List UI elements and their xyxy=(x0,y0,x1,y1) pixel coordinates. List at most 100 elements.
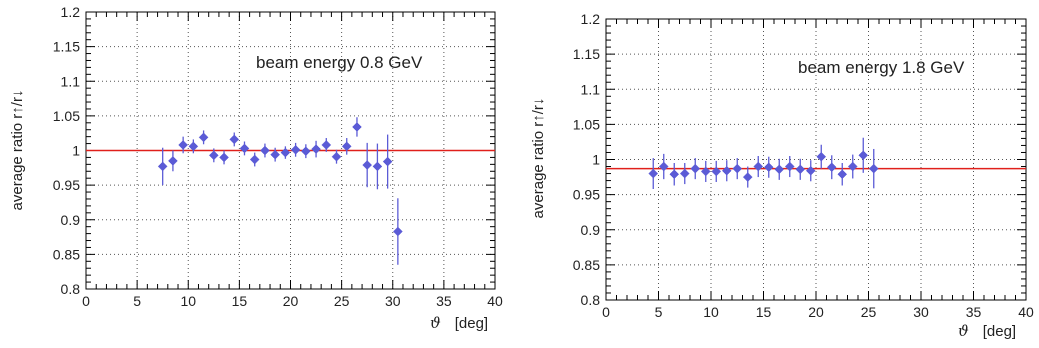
data-point xyxy=(774,158,785,180)
point-marker xyxy=(679,168,690,179)
data-point xyxy=(700,160,711,182)
data-point xyxy=(352,117,362,137)
point-marker xyxy=(711,166,722,177)
x-tick-label: 0 xyxy=(82,293,90,309)
y-axis-title: average ratio r↑/r↓ xyxy=(530,98,547,219)
point-marker xyxy=(157,161,168,172)
x-tick-label: 35 xyxy=(966,304,982,320)
data-point xyxy=(382,134,393,189)
point-marker xyxy=(168,156,178,166)
y-tick-label: 1.2 xyxy=(61,4,81,20)
data-point xyxy=(280,146,291,159)
x-tick-label: 20 xyxy=(283,293,299,309)
data-point xyxy=(208,148,219,163)
point-marker xyxy=(178,140,188,150)
point-marker xyxy=(270,149,281,160)
x-tick-label: 40 xyxy=(1018,304,1034,320)
point-marker xyxy=(658,161,669,172)
point-marker xyxy=(372,161,383,172)
point-marker xyxy=(382,156,393,167)
data-point xyxy=(341,138,352,155)
data-point xyxy=(311,140,321,158)
y-tick-label: 0.8 xyxy=(61,281,81,297)
data-point xyxy=(229,132,240,147)
point-marker xyxy=(198,132,209,143)
data-point xyxy=(732,158,743,180)
x-tick-label: 5 xyxy=(133,293,141,309)
data-point xyxy=(669,163,680,186)
data-point xyxy=(721,160,732,182)
data-point xyxy=(157,147,168,186)
x-tick-label: 0 xyxy=(602,304,610,320)
point-marker xyxy=(249,154,260,165)
point-marker xyxy=(393,226,403,237)
y-tick-label: 1 xyxy=(72,143,80,159)
point-marker xyxy=(341,141,352,152)
point-marker xyxy=(352,122,362,132)
point-marker xyxy=(208,150,219,161)
data-point xyxy=(858,137,869,173)
point-marker xyxy=(321,140,332,150)
point-marker xyxy=(331,151,342,162)
point-marker xyxy=(868,163,879,174)
point-marker xyxy=(847,161,858,172)
x-tick-label: 5 xyxy=(655,304,663,320)
x-tick-label: 10 xyxy=(703,304,719,320)
data-point xyxy=(188,139,199,154)
data-point xyxy=(219,150,229,165)
point-marker xyxy=(816,151,827,162)
y-tick-label: 1.05 xyxy=(573,116,600,132)
data-point xyxy=(763,156,774,178)
point-marker xyxy=(362,160,373,170)
y-tick-label: 0.95 xyxy=(573,187,600,203)
data-point xyxy=(362,142,373,188)
data-point xyxy=(795,158,806,180)
y-tick-label: 0.85 xyxy=(53,246,80,262)
beam-energy-annotation: beam energy 0.8 GeV xyxy=(256,53,423,72)
point-marker xyxy=(732,163,743,174)
y-tick-label: 1.1 xyxy=(61,73,81,89)
point-marker xyxy=(826,162,837,173)
x-axis-unit: [deg] xyxy=(455,315,488,332)
y-tick-label: 1.05 xyxy=(53,108,80,124)
point-marker xyxy=(763,162,774,173)
data-point xyxy=(753,155,764,178)
data-point xyxy=(837,163,848,186)
point-marker xyxy=(784,161,795,172)
point-marker xyxy=(300,146,311,157)
x-axis-title: ϑ [deg] xyxy=(430,314,488,332)
y-tick-label: 1.1 xyxy=(581,81,601,97)
point-marker xyxy=(753,161,764,172)
chart-panel-1: 0 5 10 15 20 25 30 35 40 0.8 0.85 0.9 0.95 1 1.05 1.1 1.… xyxy=(9,4,503,332)
point-marker xyxy=(290,144,301,155)
data-point xyxy=(711,160,722,182)
data-point xyxy=(239,141,250,156)
x-axis-symbol: ϑ xyxy=(430,314,441,332)
y-tick-label: 0.8 xyxy=(581,292,601,308)
point-marker xyxy=(700,166,711,177)
point-marker xyxy=(239,143,250,154)
x-tick-label: 35 xyxy=(436,293,452,309)
data-point xyxy=(270,147,281,162)
x-axis-unit: [deg] xyxy=(983,323,1016,340)
beam-energy-annotation: beam energy 1.8 GeV xyxy=(798,58,965,77)
x-axis-symbol: ϑ xyxy=(958,322,969,340)
point-marker xyxy=(648,168,659,179)
data-point xyxy=(658,153,669,180)
point-marker xyxy=(669,169,680,180)
y-tick-label: 0.85 xyxy=(573,257,600,273)
data-point xyxy=(331,149,342,164)
point-marker xyxy=(721,165,732,176)
x-tick-label: 15 xyxy=(756,304,772,320)
y-tick-label: 1.15 xyxy=(53,39,80,55)
data-point xyxy=(178,136,188,154)
data-point xyxy=(784,155,795,178)
data-point xyxy=(679,163,690,185)
data-point xyxy=(168,150,178,172)
x-tick-label: 25 xyxy=(861,304,877,320)
y-tick-label: 0.9 xyxy=(581,222,601,238)
x-tick-label: 30 xyxy=(385,293,401,309)
point-marker xyxy=(188,141,199,152)
x-tick-label: 20 xyxy=(808,304,824,320)
data-point xyxy=(868,148,879,189)
